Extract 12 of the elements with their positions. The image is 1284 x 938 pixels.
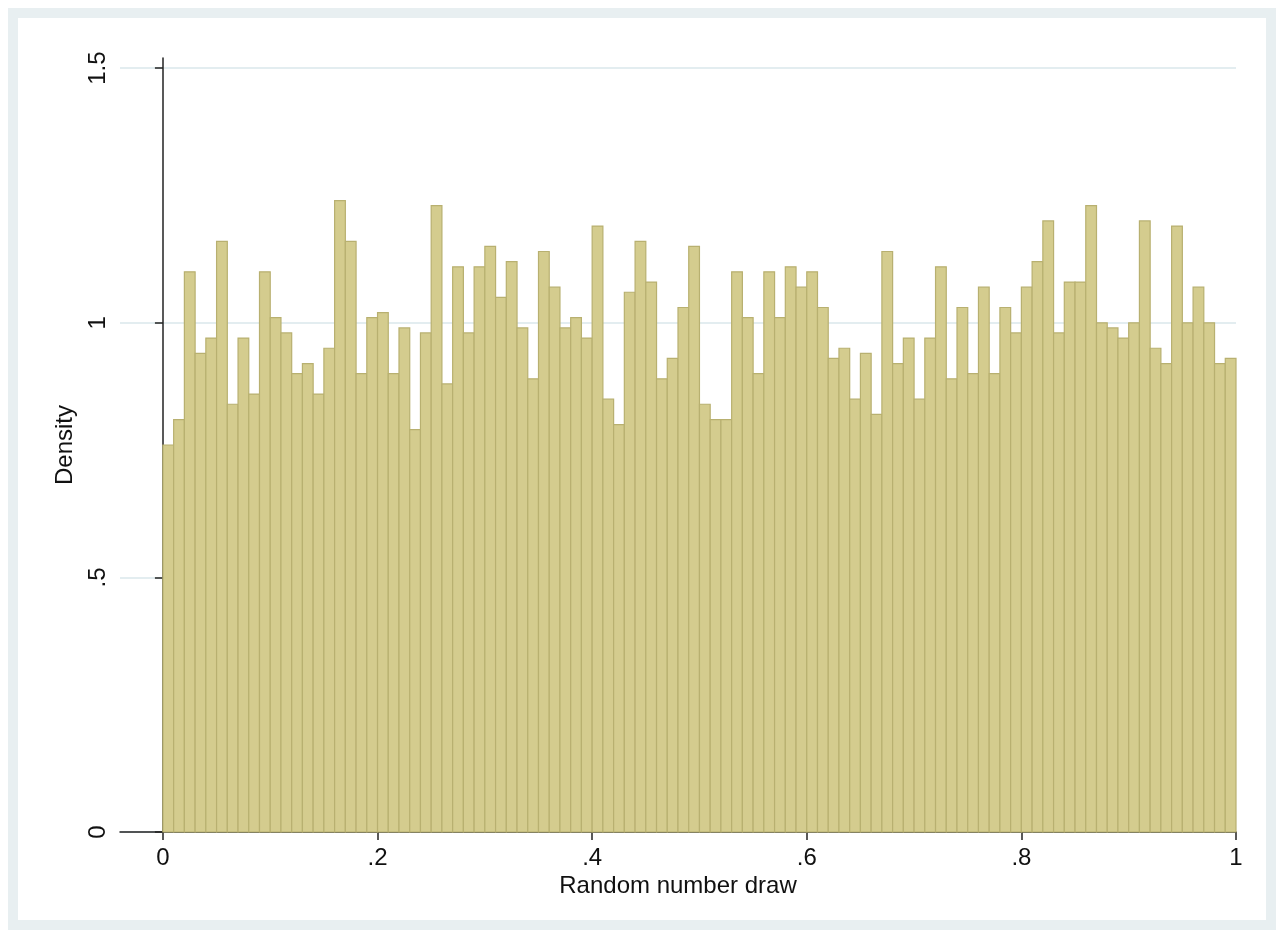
y-axis-title: Density [49,404,77,486]
x-axis-title: Random number draw [559,871,798,899]
x-tick-label: .4 [582,842,603,870]
y-tick-label: .5 [82,567,110,588]
y-tick-label: 0 [82,825,110,839]
x-tick-label: .2 [367,842,388,870]
x-tick-label: 0 [156,842,170,870]
x-tick-label: .6 [796,842,817,870]
y-tick-label: 1 [82,316,110,330]
x-tick-label: .8 [1011,842,1032,870]
x-tick-label: 1 [1229,842,1243,870]
y-tick-label: 1.5 [82,51,110,85]
